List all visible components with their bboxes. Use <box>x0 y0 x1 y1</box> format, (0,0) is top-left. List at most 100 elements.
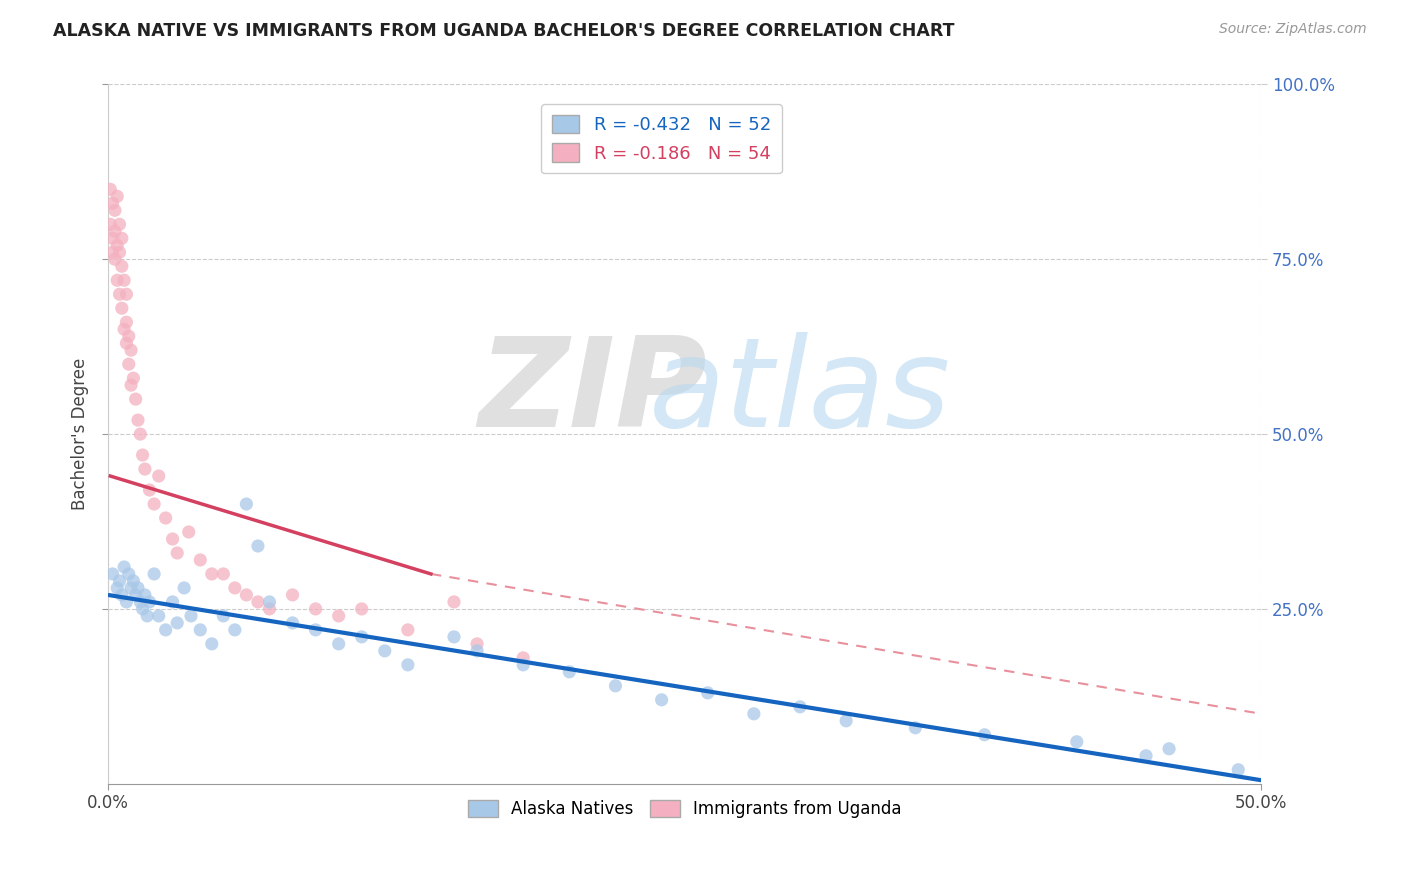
Point <box>122 574 145 588</box>
Point <box>127 413 149 427</box>
Point <box>281 588 304 602</box>
Point <box>105 189 128 203</box>
Point <box>131 602 153 616</box>
Point <box>155 511 177 525</box>
Point <box>350 602 373 616</box>
Point <box>101 566 124 581</box>
Point <box>111 588 134 602</box>
Point <box>111 231 134 245</box>
Point <box>129 427 152 442</box>
Point <box>465 644 488 658</box>
Point <box>512 651 534 665</box>
Point <box>98 182 121 196</box>
Point <box>201 566 224 581</box>
Point <box>166 615 188 630</box>
Point <box>134 462 156 476</box>
Point <box>111 301 134 316</box>
Point <box>162 595 184 609</box>
Point <box>108 217 131 231</box>
Point <box>122 371 145 385</box>
Point <box>115 315 138 329</box>
Point <box>224 581 246 595</box>
Point <box>651 693 673 707</box>
Point <box>148 608 170 623</box>
Point <box>134 588 156 602</box>
Point <box>143 497 166 511</box>
Point <box>138 483 160 497</box>
Point <box>904 721 927 735</box>
Point <box>201 637 224 651</box>
Point <box>1066 735 1088 749</box>
Point <box>328 637 350 651</box>
Point <box>120 343 142 358</box>
Point <box>104 203 127 218</box>
Point <box>120 378 142 392</box>
Point <box>350 630 373 644</box>
Point <box>246 539 269 553</box>
Point <box>235 588 257 602</box>
Point <box>143 566 166 581</box>
Point <box>1227 763 1250 777</box>
Point <box>101 231 124 245</box>
Point <box>396 623 419 637</box>
Point <box>115 336 138 351</box>
Point <box>188 553 211 567</box>
Point <box>396 657 419 672</box>
Point <box>512 657 534 672</box>
Point <box>224 623 246 637</box>
Point <box>304 623 326 637</box>
Point <box>108 245 131 260</box>
Point <box>104 252 127 267</box>
Point <box>235 497 257 511</box>
Point <box>124 392 146 406</box>
Point <box>118 329 141 343</box>
Point <box>131 448 153 462</box>
Point <box>129 595 152 609</box>
Point <box>1157 741 1180 756</box>
Point <box>138 595 160 609</box>
Point <box>304 602 326 616</box>
Point <box>124 588 146 602</box>
Point <box>101 196 124 211</box>
Point <box>108 287 131 301</box>
Point <box>465 637 488 651</box>
Point <box>835 714 858 728</box>
Text: Source: ZipAtlas.com: Source: ZipAtlas.com <box>1219 22 1367 37</box>
Point <box>696 686 718 700</box>
Point <box>127 581 149 595</box>
Point <box>112 273 135 287</box>
Point <box>120 581 142 595</box>
Point <box>246 595 269 609</box>
Point <box>558 665 581 679</box>
Point <box>173 581 195 595</box>
Point <box>118 566 141 581</box>
Point <box>328 608 350 623</box>
Point <box>98 217 121 231</box>
Point <box>104 224 127 238</box>
Point <box>112 322 135 336</box>
Point <box>105 238 128 252</box>
Point <box>259 595 281 609</box>
Point <box>136 608 159 623</box>
Point <box>281 615 304 630</box>
Point <box>443 595 465 609</box>
Point <box>148 469 170 483</box>
Point <box>180 608 202 623</box>
Point <box>742 706 765 721</box>
Y-axis label: Bachelor's Degree: Bachelor's Degree <box>72 358 89 510</box>
Point <box>105 273 128 287</box>
Point <box>118 357 141 371</box>
Point <box>259 602 281 616</box>
Point <box>108 574 131 588</box>
Point <box>973 728 995 742</box>
Point <box>789 699 811 714</box>
Point <box>212 608 235 623</box>
Text: atlas: atlas <box>650 332 950 452</box>
Point <box>115 287 138 301</box>
Point <box>177 524 200 539</box>
Point <box>166 546 188 560</box>
Point <box>155 623 177 637</box>
Point <box>1135 748 1157 763</box>
Legend: Alaska Natives, Immigrants from Uganda: Alaska Natives, Immigrants from Uganda <box>461 793 908 824</box>
Point <box>101 245 124 260</box>
